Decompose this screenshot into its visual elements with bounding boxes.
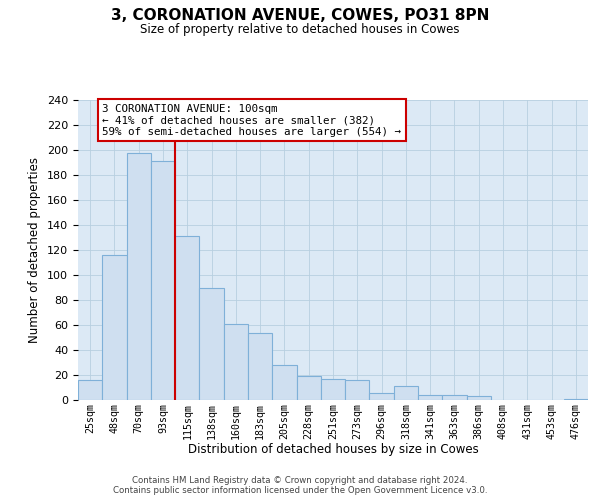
Bar: [467, 396, 491, 400]
Bar: [78, 380, 102, 400]
Bar: [127, 152, 151, 400]
Y-axis label: Number of detached properties: Number of detached properties: [28, 157, 41, 343]
Bar: [175, 236, 199, 400]
Bar: [394, 386, 418, 400]
Bar: [199, 288, 224, 400]
Bar: [102, 255, 127, 400]
Text: Distribution of detached houses by size in Cowes: Distribution of detached houses by size …: [188, 442, 478, 456]
Bar: [418, 395, 442, 400]
Text: Contains HM Land Registry data © Crown copyright and database right 2024.
Contai: Contains HM Land Registry data © Crown c…: [113, 476, 487, 495]
Bar: [296, 376, 321, 400]
Bar: [370, 392, 394, 400]
Bar: [321, 379, 345, 400]
Bar: [151, 161, 175, 400]
Bar: [345, 380, 370, 400]
Bar: [224, 324, 248, 400]
Text: 3, CORONATION AVENUE, COWES, PO31 8PN: 3, CORONATION AVENUE, COWES, PO31 8PN: [111, 8, 489, 22]
Bar: [442, 395, 467, 400]
Text: Size of property relative to detached houses in Cowes: Size of property relative to detached ho…: [140, 22, 460, 36]
Bar: [248, 332, 272, 400]
Bar: [272, 365, 296, 400]
Bar: [564, 399, 588, 400]
Text: 3 CORONATION AVENUE: 100sqm
← 41% of detached houses are smaller (382)
59% of se: 3 CORONATION AVENUE: 100sqm ← 41% of det…: [102, 104, 401, 137]
